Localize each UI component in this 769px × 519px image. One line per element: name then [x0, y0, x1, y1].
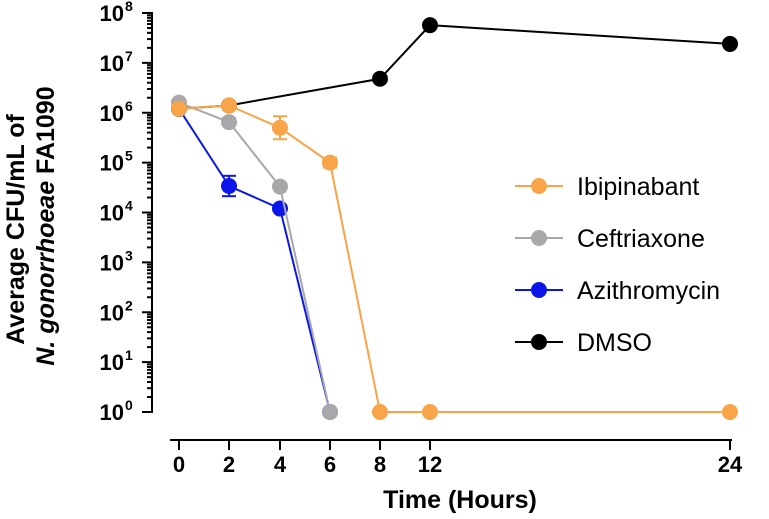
y-tick-exponent: 1: [125, 347, 133, 363]
legend-label: DMSO: [577, 329, 652, 357]
data-point: [272, 119, 288, 136]
x-tick-label: 4: [274, 452, 287, 477]
y-tick-label: 10: [100, 350, 124, 375]
data-point: [322, 154, 338, 171]
x-tick-label: 24: [718, 452, 743, 477]
y-tick-label: 10: [100, 151, 124, 176]
legend-label: Ceftriaxone: [577, 225, 705, 253]
y-tick-exponent: 5: [125, 148, 133, 164]
data-point: [422, 17, 438, 34]
series-line: [178, 104, 730, 413]
x-tick-label: 6: [324, 452, 336, 477]
y-tick-label: 10: [100, 101, 124, 126]
y-tick-exponent: 2: [125, 297, 133, 313]
data-point: [221, 97, 237, 114]
data-point: [722, 35, 738, 52]
y-tick-label: 10: [100, 51, 124, 76]
legend-item-dmso: DMSO: [515, 329, 652, 357]
series-azithromycin: [171, 100, 338, 420]
y-tick-exponent: 6: [125, 98, 133, 114]
y-tick-label: 10: [100, 201, 124, 226]
data-point: [272, 178, 288, 195]
data-point: [372, 404, 388, 420]
series-line: [178, 108, 331, 413]
legend-item-ibipinabant: Ibipinabant: [515, 173, 699, 201]
y-tick-label: 10: [100, 300, 124, 325]
y-tick-exponent: 0: [125, 397, 133, 413]
data-point: [221, 177, 237, 194]
series-line: [178, 24, 731, 110]
axes: 10 010 110 210 310 410 510 610 710 80 2 4 6 8 12 24: [100, 0, 743, 477]
data-point: [171, 100, 187, 117]
x-tick-label: 2: [223, 452, 235, 477]
x-tick-label: 0: [173, 452, 185, 477]
series-ceftriaxone: [171, 94, 338, 420]
y-axis-title-species: N. gonorrhoeae: [32, 181, 60, 366]
legend-item-ceftriaxone: Ceftriaxone: [515, 225, 705, 253]
legend-swatch-marker: [531, 282, 547, 298]
series-layer: [171, 17, 738, 420]
y-axis-title-line2: N. gonorrhoeae FA1090: [32, 86, 60, 365]
legend-item-azithromycin: Azithromycin: [515, 277, 720, 305]
y-tick-exponent: 8: [125, 0, 133, 14]
x-tick-label: 12: [418, 452, 442, 477]
data-point: [722, 404, 738, 420]
legend-swatch-marker: [531, 334, 547, 350]
y-axis-title-strain: FA1090: [32, 86, 60, 181]
series-ibipinabant: [171, 97, 738, 420]
legend-swatch-marker: [531, 230, 547, 246]
y-tick-exponent: 4: [125, 198, 133, 214]
legend-swatch-marker: [531, 178, 547, 194]
data-point: [372, 70, 388, 87]
y-axis-title-line1: Average CFU/mL of: [2, 114, 30, 345]
y-tick-label: 10: [100, 1, 124, 26]
legend-label: Azithromycin: [577, 277, 720, 305]
y-axis-title: Average CFU/mL of N. gonorrhoeae FA1090: [2, 86, 60, 365]
x-tick-label: 8: [374, 452, 386, 477]
y-tick-label: 10: [100, 400, 124, 425]
legend-label: Ibipinabant: [577, 173, 699, 201]
data-point: [422, 404, 438, 420]
series-line: [178, 101, 331, 413]
legend: Ibipinabant Ceftriaxone Azithromycin DMSO: [515, 173, 720, 357]
series-dmso: [171, 17, 738, 117]
y-tick-exponent: 3: [125, 247, 133, 263]
y-tick-exponent: 7: [125, 48, 133, 64]
y-tick-label: 10: [100, 250, 124, 275]
data-point: [221, 114, 237, 131]
data-point: [322, 404, 338, 420]
x-axis-title: Time (Hours): [383, 486, 537, 514]
